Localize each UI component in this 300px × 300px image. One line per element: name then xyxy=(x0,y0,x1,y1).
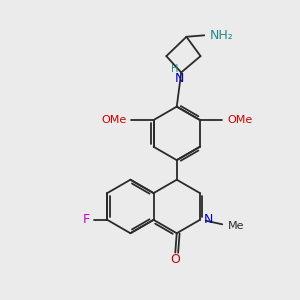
Text: N: N xyxy=(175,72,184,85)
Text: OMe: OMe xyxy=(101,115,126,125)
Text: OMe: OMe xyxy=(227,115,253,125)
Text: Me: Me xyxy=(228,221,245,231)
Text: NH₂: NH₂ xyxy=(210,29,233,42)
Text: O: O xyxy=(170,254,180,266)
Text: N: N xyxy=(204,213,213,226)
Text: F: F xyxy=(82,213,89,226)
Text: H: H xyxy=(171,64,178,74)
